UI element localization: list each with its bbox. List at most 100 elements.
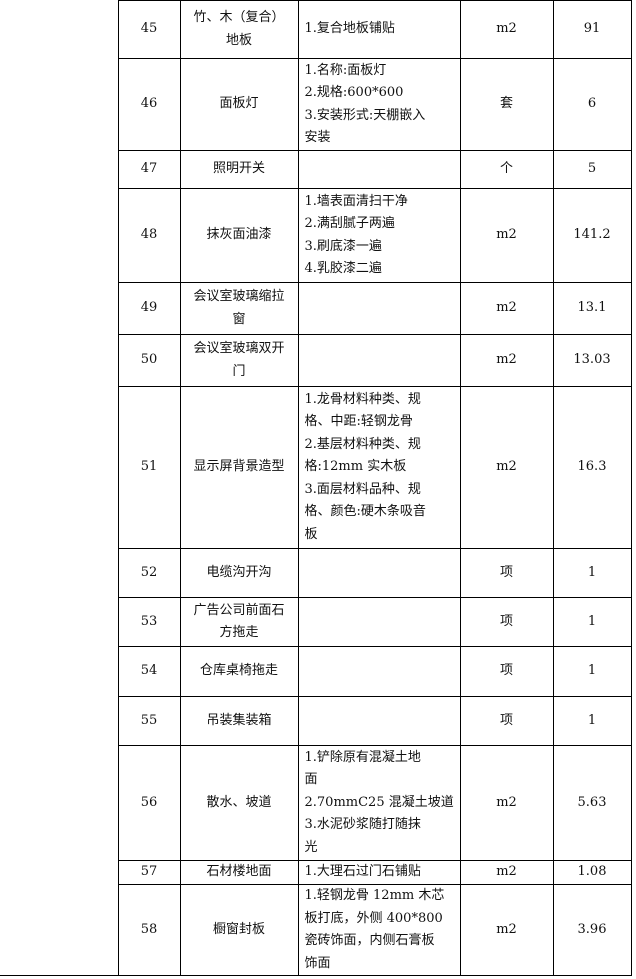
item-unit: 项 bbox=[459, 597, 554, 647]
item-number: 53 bbox=[117, 597, 181, 647]
item-number: 55 bbox=[117, 696, 181, 746]
description-line: 格、颜色:硬木条吸音 bbox=[304, 504, 426, 520]
description-line: 1.墙表面清扫干净 bbox=[304, 193, 408, 209]
item-name: 散水、坡道 bbox=[179, 745, 299, 861]
description-line: 格、中距:轻钢龙骨 bbox=[304, 414, 413, 430]
item-unit: m2 bbox=[459, 0, 554, 59]
description-line: 3.面层材料品种、规 bbox=[304, 481, 421, 497]
item-unit: 项 bbox=[459, 696, 554, 746]
item-quantity: 13.03 bbox=[552, 334, 632, 387]
item-number: 57 bbox=[117, 860, 181, 885]
item-name: 广告公司前面石 方拖走 bbox=[179, 597, 299, 647]
item-unit: m2 bbox=[459, 334, 554, 387]
item-number: 45 bbox=[117, 0, 181, 59]
description-line: 1.复合地板铺贴 bbox=[304, 21, 395, 37]
item-description: 1.复合地板铺贴 bbox=[297, 0, 461, 59]
item-name-line: 门 bbox=[232, 363, 246, 379]
item-description bbox=[297, 597, 461, 647]
table-row: 48 抹灰面油漆 1.墙表面清扫干净 2.满刮腻子两遍 3.刷底漆一遍 4.乳胶漆二遍 m2… bbox=[0, 188, 632, 283]
item-name-line: 石材楼地面 bbox=[206, 864, 272, 880]
item-name: 会议室玻璃缩拉窗 bbox=[179, 282, 299, 335]
description-line: 4.乳胶漆二遍 bbox=[304, 261, 382, 276]
description-line: 3.刷底漆一遍 bbox=[304, 238, 382, 254]
item-name-line: 会议室玻璃双开 bbox=[193, 341, 285, 356]
item-description bbox=[297, 282, 461, 335]
item-quantity: 1 bbox=[552, 597, 632, 647]
item-number: 54 bbox=[117, 646, 181, 697]
item-name: 吊装集装箱 bbox=[179, 696, 299, 746]
table-row: 52 电缆沟开沟 项 1 bbox=[0, 548, 632, 598]
item-name: 竹、木（复合） 地板 bbox=[179, 0, 299, 59]
item-name-line: 仓库桌椅拖走 bbox=[199, 663, 278, 679]
item-unit: m2 bbox=[459, 745, 554, 861]
item-description bbox=[297, 646, 461, 697]
description-line: 3.水泥砂浆随打随抹 bbox=[304, 817, 421, 833]
item-description bbox=[297, 696, 461, 746]
item-name-line: 面板灯 bbox=[219, 96, 259, 112]
description-line: 2.70mmC25 混凝土坡道 bbox=[304, 794, 454, 810]
description-line: 2.规格:600*600 bbox=[304, 85, 404, 100]
item-name: 橱窗封板 bbox=[179, 884, 299, 976]
item-name: 面板灯 bbox=[179, 58, 299, 151]
description-line: 1.龙骨材料种类、规 bbox=[304, 391, 421, 407]
item-unit: m2 bbox=[459, 386, 554, 549]
item-description: 1.大理石过门石铺贴 bbox=[297, 860, 461, 885]
description-line: 3.安装形式:天棚嵌入 bbox=[304, 107, 426, 123]
item-unit: 套 bbox=[459, 58, 554, 151]
description-line: 安装 bbox=[304, 130, 331, 145]
item-quantity: 1 bbox=[552, 548, 632, 598]
item-number: 52 bbox=[117, 548, 181, 598]
item-number: 58 bbox=[117, 884, 181, 976]
merged-empty-cell bbox=[0, 0, 119, 976]
item-quantity: 3.96 bbox=[552, 884, 632, 976]
description-line: 饰面 bbox=[304, 955, 331, 971]
table-row: 49 会议室玻璃缩拉窗 m2 13.1 bbox=[0, 282, 632, 335]
item-description: 1.墙表面清扫干净 2.满刮腻子两遍 3.刷底漆一遍 4.乳胶漆二遍 bbox=[297, 188, 461, 283]
item-unit: 个 bbox=[459, 150, 554, 189]
item-number: 48 bbox=[117, 188, 181, 283]
item-unit: m2 bbox=[459, 188, 554, 283]
item-description bbox=[297, 548, 461, 598]
item-number: 56 bbox=[117, 745, 181, 861]
item-description: 1.铲除原有混凝土地面 2.70mmC25 混凝土坡道 3.水泥砂浆随打随抹光 bbox=[297, 745, 461, 861]
item-number: 47 bbox=[117, 150, 181, 189]
description-line: 格:12mm 实木板 bbox=[304, 459, 407, 475]
description-line: 1.铲除原有混凝土地 bbox=[304, 749, 421, 765]
item-name-line: 照明开关 bbox=[212, 161, 265, 177]
item-name: 石材楼地面 bbox=[179, 860, 299, 885]
item-description: 1.轻钢龙骨 12mm 木芯 板打底，外侧 400*800 瓷砖饰面，内侧石膏板 饰面 bbox=[297, 884, 461, 976]
item-name-line: 方拖走 bbox=[219, 625, 259, 640]
item-name: 照明开关 bbox=[179, 150, 299, 189]
item-description bbox=[297, 150, 461, 189]
item-name: 会议室玻璃双开门 bbox=[179, 334, 299, 387]
item-name: 仓库桌椅拖走 bbox=[179, 646, 299, 697]
table-row: 58 橱窗封板 1.轻钢龙骨 12mm 木芯 板打底，外侧 400*800 瓷砖饰面，内… bbox=[0, 884, 632, 976]
description-line: 面 bbox=[304, 772, 318, 788]
item-name-line: 竹、木（复合） bbox=[193, 10, 285, 25]
item-name-line: 橱窗封板 bbox=[212, 921, 265, 937]
item-name-line: 会议室玻璃缩拉 bbox=[193, 289, 285, 304]
item-name-line: 抹灰面油漆 bbox=[206, 227, 272, 243]
description-line: 光 bbox=[304, 839, 318, 855]
description-line: 板 bbox=[304, 526, 318, 542]
item-quantity: 16.3 bbox=[552, 386, 632, 549]
table-row: 53 广告公司前面石 方拖走 项 1 bbox=[0, 597, 632, 647]
item-unit: 项 bbox=[459, 548, 554, 598]
item-name: 电缆沟开沟 bbox=[179, 548, 299, 598]
item-name: 抹灰面油漆 bbox=[179, 188, 299, 283]
item-unit: m2 bbox=[459, 860, 554, 885]
table-row: 46 面板灯 1.名称:面板灯 2.规格:600*600 3.安装形式:天棚嵌入 安装 套 6 bbox=[0, 58, 632, 151]
item-unit: m2 bbox=[459, 884, 554, 976]
item-number: 51 bbox=[117, 386, 181, 549]
description-line: 1.大理石过门石铺贴 bbox=[304, 864, 421, 880]
item-quantity: 5 bbox=[552, 150, 632, 189]
description-line: 1.名称:面板灯 bbox=[304, 62, 387, 78]
item-name-line: 电缆沟开沟 bbox=[206, 564, 272, 580]
item-number: 49 bbox=[117, 282, 181, 335]
item-number: 50 bbox=[117, 334, 181, 387]
table-row: 50 会议室玻璃双开门 m2 13.03 bbox=[0, 334, 632, 387]
table-row: 54 仓库桌椅拖走 项 1 bbox=[0, 646, 632, 697]
table-row: 56 散水、坡道 1.铲除原有混凝土地面 2.70mmC25 混凝土坡道 3.水泥砂浆随… bbox=[0, 745, 632, 861]
item-name-line: 窗 bbox=[232, 311, 246, 327]
